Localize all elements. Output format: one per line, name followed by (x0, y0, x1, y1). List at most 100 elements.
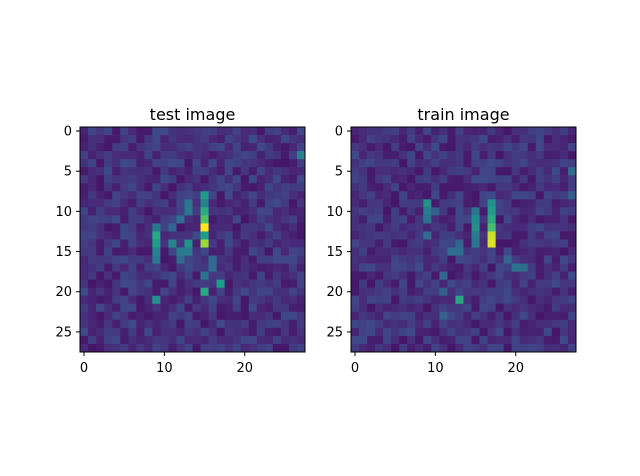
heatmap-cell (383, 191, 392, 200)
heatmap-cell (256, 143, 266, 152)
heatmap-cell (527, 231, 537, 240)
heatmap-cell (455, 239, 464, 248)
heatmap-cell (120, 167, 129, 176)
heatmap-cell (272, 135, 282, 144)
heatmap-cell (144, 135, 153, 144)
heatmap-cell (431, 295, 440, 305)
heatmap-cell (359, 279, 368, 289)
heatmap-cell (176, 303, 185, 313)
heatmap-cell (495, 215, 505, 224)
heatmap-cell (479, 223, 488, 232)
heatmap-cell (423, 215, 432, 224)
heatmap-cell (351, 191, 360, 200)
heatmap-cell (288, 287, 298, 297)
heatmap-cell (519, 335, 529, 345)
heatmap-cell (503, 167, 513, 176)
heatmap-cell (535, 191, 545, 200)
test-image-heatmap (80, 127, 306, 353)
heatmap-cell (407, 151, 416, 160)
heatmap-cell (144, 191, 153, 200)
heatmap-cell (511, 159, 521, 168)
heatmap-cell (192, 231, 201, 240)
heatmap-cell (280, 255, 290, 264)
heatmap-cell (567, 287, 577, 297)
heatmap-cell (383, 279, 392, 289)
heatmap-cell (216, 239, 225, 248)
heatmap-cell (359, 127, 368, 136)
heatmap-cell (248, 247, 258, 256)
heatmap-cell (224, 287, 234, 297)
heatmap-cell (551, 223, 561, 232)
heatmap-cell (120, 143, 129, 152)
heatmap-cell (128, 255, 137, 264)
heatmap-cell (192, 175, 201, 184)
heatmap-cell (527, 303, 537, 313)
heatmap-cell (471, 279, 480, 289)
heatmap-cell (511, 279, 521, 289)
heatmap-cell (96, 143, 105, 152)
heatmap-cell (383, 167, 392, 176)
heatmap-cell (455, 215, 464, 224)
heatmap-cell (104, 343, 113, 353)
heatmap-cell (248, 311, 258, 321)
heatmap-cell (168, 143, 177, 152)
heatmap-cell (359, 295, 368, 305)
heatmap-cell (375, 343, 384, 353)
heatmap-cell (463, 247, 472, 256)
heatmap-cell (216, 311, 225, 321)
heatmap-cell (399, 327, 408, 337)
heatmap-cell (104, 295, 113, 305)
heatmap-cell (527, 247, 537, 256)
heatmap-cell (359, 215, 368, 224)
heatmap-cell (200, 191, 209, 200)
heatmap-cell (543, 279, 553, 289)
heatmap-cell (383, 207, 392, 216)
heatmap-cell (391, 135, 400, 144)
heatmap-cell (455, 327, 464, 337)
heatmap-cell (224, 191, 234, 200)
heatmap-cell (104, 239, 113, 248)
heatmap-cell (296, 335, 306, 345)
heatmap-cell (112, 327, 121, 337)
heatmap-cell (184, 295, 193, 305)
heatmap-cell (104, 287, 113, 297)
heatmap-cell (184, 263, 193, 272)
heatmap-cell (495, 343, 505, 353)
heatmap-cell (112, 151, 121, 160)
heatmap-cell (479, 319, 488, 329)
heatmap-cell (383, 303, 392, 313)
heatmap-cell (136, 239, 145, 248)
heatmap-cell (511, 231, 521, 240)
heatmap-cell (447, 183, 456, 192)
heatmap-cell (152, 255, 161, 264)
heatmap-cell (455, 183, 464, 192)
heatmap-cell (407, 239, 416, 248)
heatmap-cell (543, 143, 553, 152)
heatmap-cell (527, 263, 537, 272)
heatmap-cell (511, 167, 521, 176)
heatmap-cell (112, 127, 121, 136)
heatmap-cell (519, 175, 529, 184)
heatmap-cell (240, 327, 250, 337)
heatmap-cell (80, 263, 89, 272)
heatmap-cell (208, 311, 217, 321)
heatmap-cell (559, 303, 569, 313)
heatmap-cell (96, 199, 105, 208)
heatmap-cell (423, 167, 432, 176)
heatmap-cell (224, 295, 234, 305)
heatmap-cell (88, 319, 97, 329)
heatmap-cell (543, 311, 553, 321)
heatmap-cell (168, 343, 177, 353)
heatmap-cell (479, 335, 488, 345)
heatmap-cell (479, 167, 488, 176)
heatmap-cell (232, 215, 242, 224)
heatmap-cell (128, 143, 137, 152)
heatmap-cell (232, 263, 242, 272)
heatmap-cell (296, 159, 306, 168)
heatmap-cell (567, 239, 577, 248)
heatmap-cell (120, 223, 129, 232)
heatmap-cell (359, 319, 368, 329)
heatmap-cell (543, 271, 553, 281)
heatmap-cell (415, 287, 424, 297)
